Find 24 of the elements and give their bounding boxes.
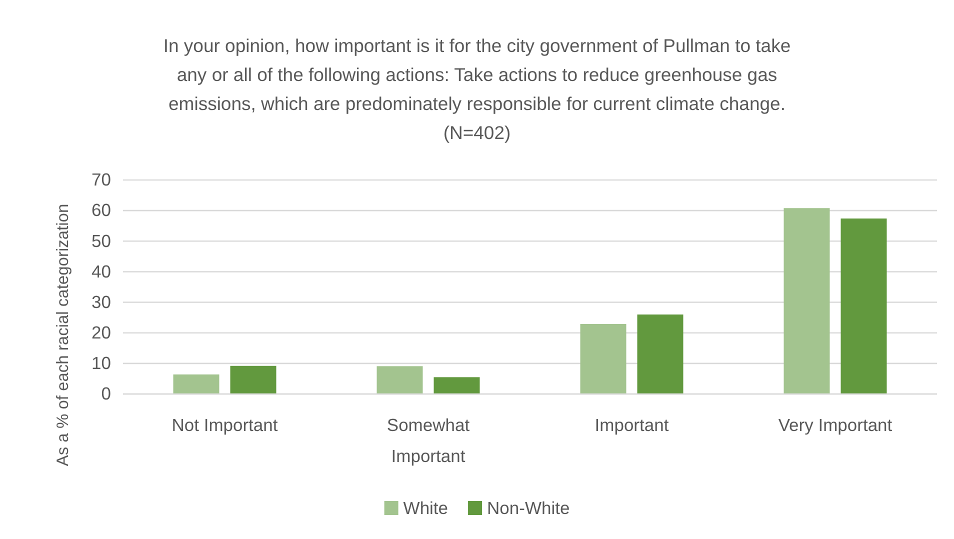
y-tick-label: 30 — [92, 292, 112, 312]
y-tick-label: 60 — [92, 200, 112, 220]
bar — [230, 366, 276, 394]
y-tick-label: 70 — [92, 170, 112, 190]
x-tick-label: Not Important — [172, 415, 278, 435]
legend-label: White — [403, 498, 448, 518]
bar — [173, 374, 220, 394]
bar — [434, 377, 480, 394]
x-tick-label: Important — [594, 415, 669, 435]
bar — [637, 314, 684, 394]
x-tick-label: Somewhat Important — [386, 415, 470, 466]
y-axis-title: As a % of each racial categorization — [54, 204, 72, 466]
y-tick-label: 50 — [92, 230, 112, 251]
bar — [580, 324, 626, 394]
y-tick-label: 40 — [92, 261, 112, 282]
bar — [376, 366, 423, 394]
x-tick-label: Very Important — [778, 415, 892, 435]
y-tick-label: 20 — [92, 322, 112, 342]
chart-title: In your opinion, how important is it for the city government of Pullman to take any or all of the following actions: Take actions to reduce greenhouse gas emissions, which are predominately responsible for current climate change. (N=402) — [163, 35, 791, 143]
legend-label: Non-White — [487, 498, 570, 518]
y-tick-label: 10 — [92, 353, 112, 374]
bar — [840, 218, 887, 394]
bar — [784, 208, 830, 394]
y-tick-label: 0 — [101, 384, 112, 404]
